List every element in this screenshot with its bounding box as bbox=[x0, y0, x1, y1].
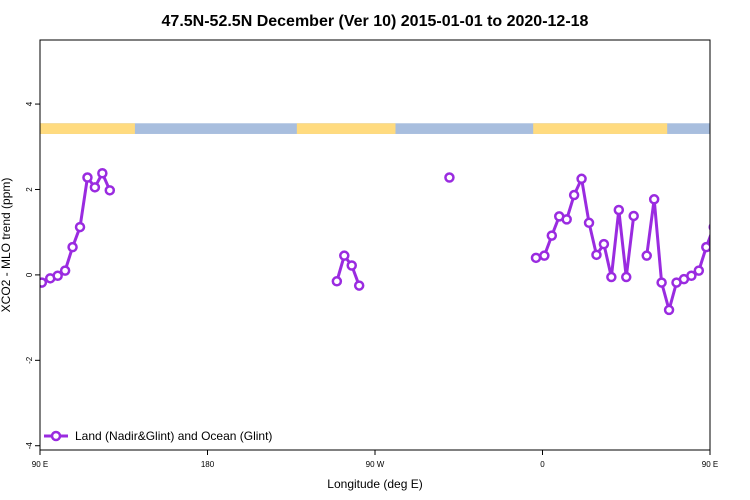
data-point bbox=[656, 277, 667, 288]
x-tick-label: 180 bbox=[201, 460, 215, 469]
land-ocean-strip bbox=[40, 123, 710, 134]
data-point bbox=[648, 194, 660, 205]
series-layer bbox=[40, 168, 748, 316]
plot-frame bbox=[39, 39, 711, 451]
data-point bbox=[339, 250, 350, 261]
series-line bbox=[335, 254, 361, 287]
data-point bbox=[613, 204, 625, 216]
data-point bbox=[708, 223, 710, 231]
data-point bbox=[606, 271, 617, 283]
y-tick-label: 2 bbox=[25, 187, 34, 192]
y-tick-label: -4 bbox=[25, 442, 34, 450]
data-point bbox=[346, 260, 357, 271]
data-point bbox=[686, 270, 697, 281]
y-axis-label: XCO2 - MLO trend (ppm) bbox=[0, 178, 13, 313]
x-tick-label: 0 bbox=[540, 460, 545, 469]
y-axis: -4 -2 0 2 4 bbox=[25, 101, 40, 449]
land-band bbox=[296, 123, 396, 134]
series-line bbox=[645, 197, 710, 312]
data-point bbox=[59, 265, 71, 276]
data-point bbox=[628, 210, 639, 222]
data-point bbox=[539, 250, 550, 261]
data-point bbox=[598, 238, 610, 250]
data-point bbox=[546, 230, 558, 241]
data-point bbox=[725, 183, 733, 191]
data-point bbox=[67, 241, 78, 253]
data-point bbox=[641, 250, 652, 261]
data-point bbox=[568, 189, 580, 201]
data-point bbox=[104, 185, 116, 196]
x-axis: 90 E 180 90 W 0 90 E bbox=[32, 450, 718, 469]
data-point bbox=[52, 270, 63, 281]
data-point bbox=[583, 217, 595, 229]
series-line bbox=[535, 177, 636, 279]
data-point bbox=[740, 186, 748, 194]
data-point bbox=[353, 280, 365, 291]
land-band bbox=[533, 123, 668, 134]
legend: Land (Nadir&Glint) and Ocean (Glint) bbox=[44, 429, 272, 443]
legend-entry-label: Land (Nadir&Glint) and Ocean (Glint) bbox=[75, 429, 272, 443]
x-tick-label: 90 E bbox=[32, 460, 48, 469]
data-point bbox=[701, 241, 710, 253]
land-band bbox=[40, 123, 135, 134]
data-point bbox=[444, 172, 455, 183]
data-point bbox=[591, 249, 602, 261]
x-tick-label: 90 E bbox=[702, 460, 718, 469]
data-point bbox=[717, 174, 725, 182]
data-point bbox=[576, 173, 587, 185]
data-point bbox=[331, 276, 343, 287]
data-point bbox=[82, 172, 93, 183]
data-point bbox=[89, 182, 101, 193]
y-tick-label: 0 bbox=[25, 272, 34, 277]
x-tick-label: 90 W bbox=[366, 460, 385, 469]
data-point bbox=[732, 169, 740, 177]
y-tick-label: 4 bbox=[25, 101, 34, 106]
data-point bbox=[693, 265, 705, 276]
y-tick-label: -2 bbox=[25, 356, 34, 364]
data-point bbox=[530, 252, 542, 264]
data-point bbox=[621, 271, 632, 283]
legend-marker bbox=[50, 430, 62, 442]
data-point bbox=[74, 221, 86, 233]
data-point bbox=[97, 168, 108, 179]
data-point bbox=[663, 304, 675, 316]
chart-title: 47.5N-52.5N December (Ver 10) 2015-01-01… bbox=[162, 13, 589, 30]
x-axis-label: Longitude (deg E) bbox=[327, 477, 422, 491]
data-point bbox=[40, 277, 48, 288]
data-point bbox=[561, 214, 572, 225]
